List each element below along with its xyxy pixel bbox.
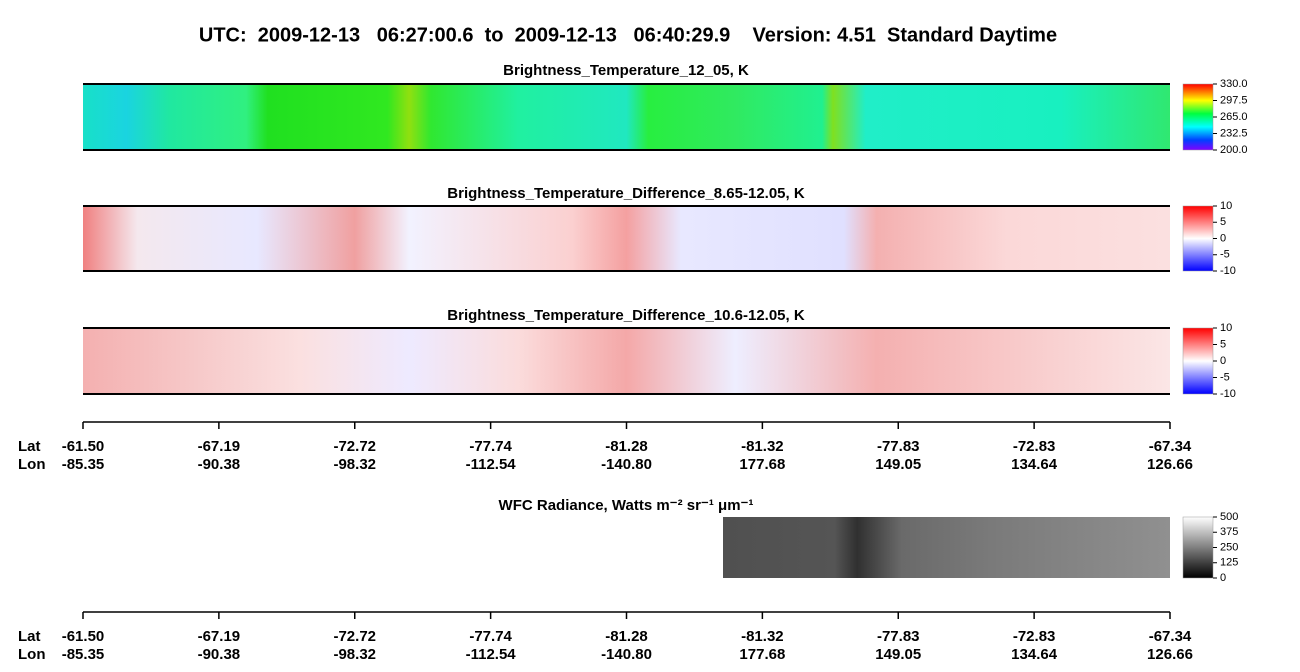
lon-label: 177.68 [739,646,785,663]
lon-label: -85.35 [62,456,105,473]
lon-label: 134.64 [1011,646,1058,663]
lon-label: -98.32 [333,646,376,663]
colorbar-label: 0 [1220,572,1226,584]
image [83,206,1170,271]
lon-label: -98.32 [333,456,376,473]
lon-label: -90.38 [198,646,241,663]
lat-label: -67.34 [1149,438,1192,455]
lon-label: 149.05 [875,646,921,663]
colorbar-label: 5 [1220,338,1226,350]
figure-title: UTC: 2009-12-13 06:27:00.6 to 2009-12-13… [199,24,1057,46]
row-label: Lat [18,628,41,645]
colorbar [1182,516,1214,579]
panel-title: WFC Radiance, Watts m⁻² sr⁻¹ μm⁻¹ [499,497,754,514]
lat-label: -81.32 [741,628,784,645]
colorbar-label: 5 [1220,216,1226,228]
colorbar-label: 10 [1220,200,1232,212]
panel-title: Brightness_Temperature_12_05, K [503,62,749,79]
colorbar [1182,327,1214,395]
lat-label: -81.32 [741,438,784,455]
row-label: Lon [18,456,46,473]
lat-label: -72.72 [333,628,376,645]
lat-label: -81.28 [605,628,648,645]
lon-label: -90.38 [198,456,241,473]
panel-title: Brightness_Temperature_Difference_10.6-1… [447,307,805,324]
panel-title: Brightness_Temperature_Difference_8.65-1… [447,185,805,202]
colorbar [1182,205,1214,272]
row-label: Lat [18,438,41,455]
lat-label: -61.50 [62,628,105,645]
lon-label: 177.68 [739,456,785,473]
colorbar-label: -10 [1220,265,1236,277]
lat-label: -77.74 [469,438,512,455]
colorbar-label: 375 [1220,526,1238,538]
image [723,517,1170,578]
lat-label: -61.50 [62,438,105,455]
lat-label: -67.34 [1149,628,1192,645]
lon-label: 126.66 [1147,456,1193,473]
lat-label: -72.72 [333,438,376,455]
colorbar-label: 500 [1220,511,1238,523]
lat-label: -77.74 [469,628,512,645]
colorbar-label: 330.0 [1220,78,1248,90]
lat-label: -67.19 [198,628,241,645]
colorbar-label: 10 [1220,322,1232,334]
lon-label: -112.54 [466,646,517,663]
colorbar-label: 265.0 [1220,111,1248,123]
colorbar [1182,83,1214,151]
lon-label: 149.05 [875,456,921,473]
colorbar-label: -10 [1220,388,1236,400]
lon-label: -112.54 [466,456,517,473]
colorbar-label: 250 [1220,541,1238,553]
image [83,328,1170,394]
lon-label: 126.66 [1147,646,1193,663]
colorbar-label: 232.5 [1220,127,1248,139]
row-label: Lon [18,646,46,663]
lat-label: -72.83 [1013,628,1056,645]
lat-label: -77.83 [877,438,920,455]
colorbar-label: -5 [1220,249,1230,261]
colorbar-label: 0 [1220,355,1226,367]
image [83,84,1170,150]
lat-label: -67.19 [198,438,241,455]
colorbar-label: -5 [1220,371,1230,383]
colorbar-label: 0 [1220,232,1226,244]
lon-label: 134.64 [1011,456,1058,473]
lat-label: -81.28 [605,438,648,455]
colorbar-label: 125 [1220,557,1238,569]
lon-label: -140.80 [601,456,652,473]
colorbar-label: 297.5 [1220,94,1248,106]
lat-label: -72.83 [1013,438,1056,455]
colorbar-label: 200.0 [1220,144,1248,156]
lat-label: -77.83 [877,628,920,645]
lon-label: -85.35 [62,646,105,663]
lon-label: -140.80 [601,646,652,663]
